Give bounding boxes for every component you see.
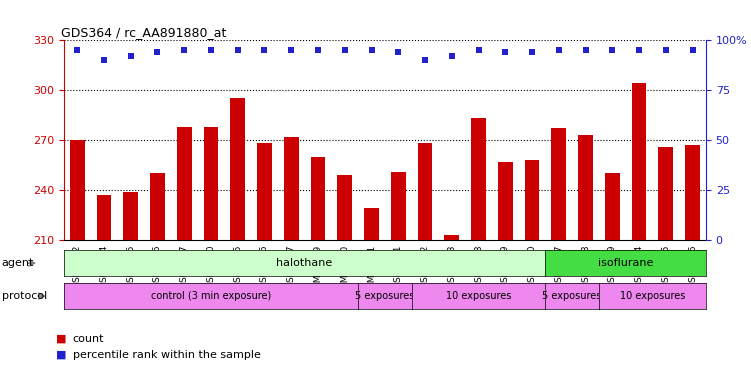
Text: percentile rank within the sample: percentile rank within the sample: [73, 350, 261, 360]
Text: agent: agent: [2, 258, 34, 268]
Point: [580, 47, 592, 53]
Text: isoflurane: isoflurane: [598, 258, 653, 268]
Text: GDS364 / rc_AA891880_at: GDS364 / rc_AA891880_at: [61, 26, 226, 39]
Point: [446, 53, 458, 59]
Bar: [231, 98, 245, 240]
Bar: [471, 118, 486, 240]
Bar: [498, 162, 513, 240]
Bar: [632, 83, 647, 240]
Text: count: count: [73, 333, 104, 344]
Text: 5 exposures: 5 exposures: [355, 291, 415, 301]
Bar: [70, 140, 85, 240]
Bar: [659, 147, 673, 240]
Text: 10 exposures: 10 exposures: [446, 291, 511, 301]
Point: [472, 47, 484, 53]
Point: [553, 47, 565, 53]
Point: [125, 53, 137, 59]
Point: [499, 49, 511, 55]
Point: [606, 47, 618, 53]
Text: control (3 min exposure): control (3 min exposure): [151, 291, 271, 301]
Point: [633, 47, 645, 53]
Bar: [311, 157, 325, 240]
Point: [366, 47, 378, 53]
Point: [232, 47, 244, 53]
Bar: [364, 208, 379, 240]
Point: [392, 49, 404, 55]
Bar: [177, 127, 192, 240]
Point: [258, 47, 270, 53]
Text: halothane: halothane: [276, 258, 333, 268]
Bar: [97, 195, 111, 240]
Point: [178, 47, 190, 53]
Text: ■: ■: [56, 350, 67, 360]
Point: [312, 47, 324, 53]
Bar: [391, 172, 406, 240]
Bar: [605, 173, 620, 240]
Point: [526, 49, 538, 55]
Text: ■: ■: [56, 333, 67, 344]
Bar: [337, 175, 352, 240]
Bar: [525, 160, 539, 240]
Point: [285, 47, 297, 53]
Text: 5 exposures: 5 exposures: [542, 291, 602, 301]
Bar: [123, 191, 138, 240]
Bar: [150, 173, 164, 240]
Bar: [685, 145, 700, 240]
Bar: [204, 127, 219, 240]
Bar: [257, 143, 272, 240]
Point: [660, 47, 672, 53]
Point: [686, 47, 698, 53]
Text: 10 exposures: 10 exposures: [620, 291, 685, 301]
Bar: [445, 235, 459, 240]
Point: [339, 47, 351, 53]
Bar: [551, 128, 566, 240]
Text: protocol: protocol: [2, 291, 47, 301]
Bar: [578, 135, 593, 240]
Point: [205, 47, 217, 53]
Point: [98, 57, 110, 63]
Point: [71, 47, 83, 53]
Bar: [284, 137, 299, 240]
Point: [152, 49, 164, 55]
Point: [419, 57, 431, 63]
Bar: [418, 143, 433, 240]
